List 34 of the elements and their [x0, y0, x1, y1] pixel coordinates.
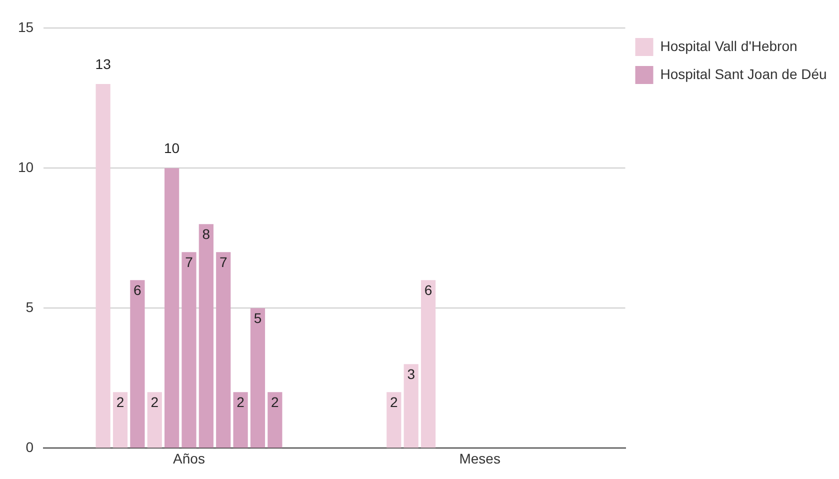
x-tick-label: Meses	[459, 450, 500, 466]
legend-label: Hospital Vall d'Hebron	[660, 38, 798, 54]
bar	[112, 392, 128, 448]
bar	[404, 364, 418, 448]
data-label: 7	[185, 254, 194, 270]
data-label: 2	[236, 394, 245, 410]
data-label: 5	[254, 310, 262, 326]
data-label: 10	[164, 140, 180, 156]
bar	[96, 84, 110, 448]
bar	[386, 392, 402, 448]
bar	[268, 392, 282, 448]
bar	[216, 252, 231, 448]
x-tick-label: Años	[173, 450, 205, 466]
legend-label: Hospital Sant Joan de Déu	[660, 66, 827, 82]
y-tick-label: 5	[26, 298, 34, 315]
data-label: 6	[424, 282, 432, 298]
bar	[198, 224, 214, 448]
bar	[233, 392, 248, 448]
y-tick-label: 15	[18, 18, 34, 35]
data-label: 2	[150, 394, 159, 410]
bar	[250, 308, 266, 448]
bar	[182, 252, 196, 448]
data-label: 2	[390, 394, 398, 410]
data-label: 3	[407, 366, 416, 382]
data-label: 6	[134, 282, 142, 298]
data-label: 8	[202, 226, 210, 242]
bar	[164, 168, 180, 448]
y-tick-label: 0	[26, 439, 34, 456]
bar	[147, 392, 162, 448]
data-label: 7	[219, 254, 228, 270]
data-label: 13	[95, 56, 112, 72]
data-label: 2	[271, 394, 280, 410]
y-tick-label: 10	[18, 158, 34, 175]
data-label: 2	[116, 394, 124, 410]
